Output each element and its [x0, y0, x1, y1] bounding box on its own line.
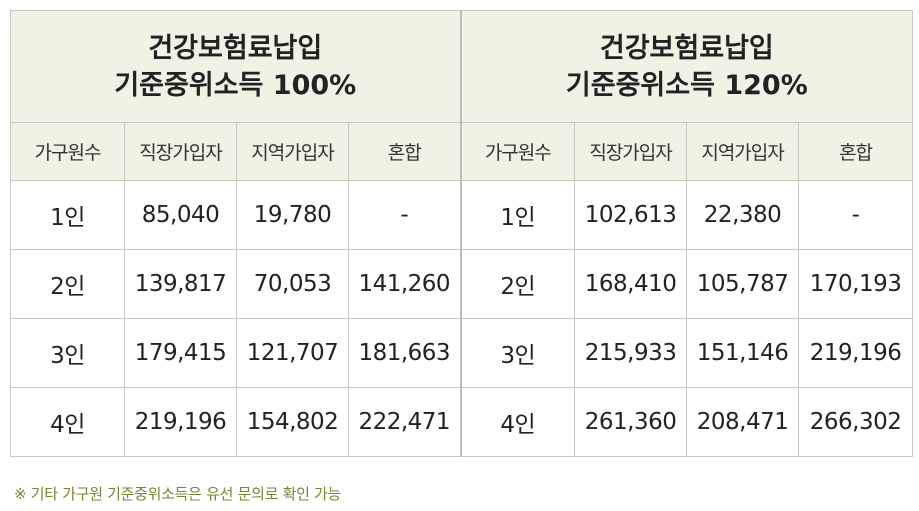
table-cell: 102,613: [574, 180, 688, 250]
table-row: 1인 85,040 19,780 - 1인 102,613 22,380 -: [10, 180, 914, 250]
table-cell: 168,410: [574, 249, 688, 319]
table-cell: 4인: [459, 387, 576, 457]
table-cell: 22,380: [686, 180, 800, 250]
insurance-premium-table-container: 건강보험료납입 기준중위소득 100% 건강보험료납입 기준중위소득 120% …: [9, 10, 914, 457]
column-header-employee: 직장가입자: [574, 122, 688, 181]
column-header-mixed: 혼합: [347, 122, 462, 181]
table-cell: 219,196: [798, 318, 914, 388]
table-cell: 179,415: [124, 318, 237, 388]
table-cell: 151,146: [686, 318, 800, 388]
table-cell: 2인: [10, 249, 125, 319]
table-cell: 215,933: [574, 318, 688, 388]
group-title-100-line2: 기준중위소득 100%: [114, 69, 357, 101]
table-cell: 1인: [459, 180, 576, 250]
table-row: 3인 179,415 121,707 181,663 3인 215,933 15…: [10, 318, 914, 388]
table-cell: 208,471: [686, 387, 800, 457]
group-title-100-line1: 건강보험료납입: [148, 32, 323, 64]
footnote: ※ 기타 가구원 기준중위소득은 유선 문의로 확인 가능: [14, 485, 342, 503]
table-cell: 121,707: [236, 318, 349, 388]
table-cell: 3인: [10, 318, 125, 388]
table-cell: 139,817: [124, 249, 237, 319]
table-cell: -: [798, 180, 914, 250]
group-title-row: 건강보험료납입 기준중위소득 100% 건강보험료납입 기준중위소득 120%: [9, 10, 914, 123]
table-cell: 170,193: [798, 249, 914, 319]
table-cell: 19,780: [236, 180, 349, 250]
table-cell: 2인: [459, 249, 576, 319]
table-cell: 85,040: [124, 180, 237, 250]
column-header-employee: 직장가입자: [124, 122, 237, 181]
table-cell: 4인: [10, 387, 125, 457]
column-header-household-size: 가구원수: [459, 122, 576, 181]
insurance-premium-table: 건강보험료납입 기준중위소득 100% 건강보험료납입 기준중위소득 120% …: [9, 10, 914, 457]
table-cell: 3인: [459, 318, 576, 388]
table-cell: 266,302: [798, 387, 914, 457]
table-cell: 261,360: [574, 387, 688, 457]
group-title-100: 건강보험료납입 기준중위소득 100%: [9, 10, 462, 123]
table-cell: 222,471: [347, 387, 462, 457]
table-cell: 219,196: [124, 387, 237, 457]
column-header-regional: 지역가입자: [236, 122, 349, 181]
column-header-household-size: 가구원수: [10, 122, 125, 181]
group-title-120: 건강보험료납입 기준중위소득 120%: [459, 10, 914, 123]
table-row: 2인 139,817 70,053 141,260 2인 168,410 105…: [10, 249, 914, 319]
table-cell: 70,053: [236, 249, 349, 319]
column-header-regional: 지역가입자: [686, 122, 800, 181]
table-row: 4인 219,196 154,802 222,471 4인 261,360 20…: [10, 387, 914, 457]
table-cell: 154,802: [236, 387, 349, 457]
table-cell: 105,787: [686, 249, 800, 319]
column-header-row: 가구원수 직장가입자 지역가입자 혼합 가구원수 직장가입자 지역가입자 혼합: [10, 122, 914, 181]
table-cell: 181,663: [347, 318, 462, 388]
column-header-mixed: 혼합: [798, 122, 914, 181]
group-title-120-line2: 기준중위소득 120%: [565, 69, 808, 101]
table-cell: -: [347, 180, 462, 250]
table-cell: 1인: [10, 180, 125, 250]
table-cell: 141,260: [347, 249, 462, 319]
group-title-120-line1: 건강보험료납입: [599, 32, 774, 64]
